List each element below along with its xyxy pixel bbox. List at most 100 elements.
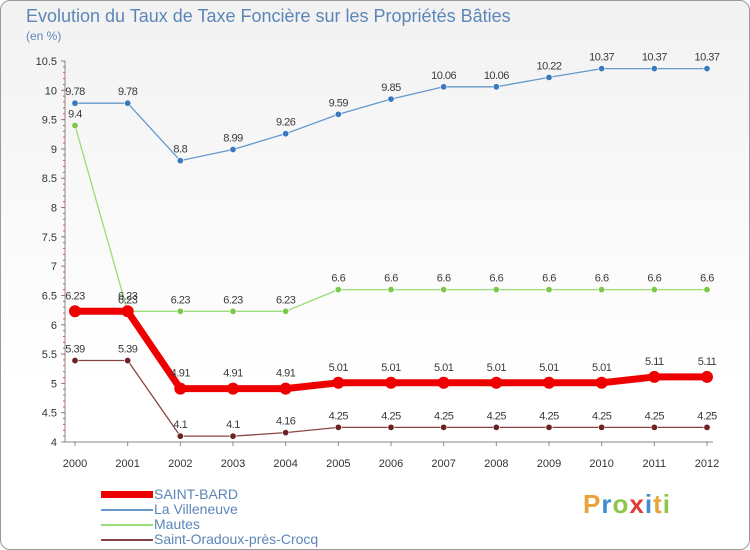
data-point	[703, 286, 711, 294]
data-point	[492, 83, 500, 91]
x-tick-label: 2007	[431, 458, 455, 470]
data-label: 5.01	[329, 362, 349, 374]
data-point	[387, 95, 395, 103]
data-point	[648, 370, 661, 383]
data-label: 5.01	[539, 362, 559, 374]
x-tick-label: 2001	[115, 458, 139, 470]
data-label: 5.11	[645, 356, 664, 368]
x-tick-label: 2000	[63, 458, 87, 470]
data-point	[71, 121, 79, 129]
data-label: 5.39	[118, 344, 138, 356]
data-label: 5.01	[381, 362, 401, 374]
data-point	[124, 99, 132, 107]
legend-label-saint-oradoux: Saint-Oradoux-près-Crocq	[154, 531, 319, 547]
x-tick-label: 2003	[221, 458, 245, 470]
data-label: 9.78	[118, 86, 138, 98]
data-label: 6.23	[276, 294, 296, 306]
logo-letter: t	[653, 489, 663, 519]
data-label: 4.25	[592, 410, 612, 422]
y-tick-label: 5.5	[42, 349, 57, 361]
data-point	[595, 376, 608, 389]
data-point	[545, 423, 553, 431]
data-point	[703, 65, 711, 73]
data-label: 4.25	[487, 410, 507, 422]
data-point	[492, 423, 500, 431]
legend-label-mautes: Mautes	[154, 516, 200, 532]
data-point	[279, 382, 292, 395]
legend-swatch-mautes	[101, 524, 153, 526]
data-point	[598, 423, 606, 431]
legend-swatch-saint-bard	[101, 491, 153, 498]
data-label: 10.22	[536, 60, 561, 72]
y-tick-label: 10.5	[36, 56, 57, 68]
data-label: 4.1	[173, 419, 187, 431]
y-tick-label: 5	[51, 378, 57, 390]
data-label: 9.85	[381, 82, 401, 94]
data-point	[650, 286, 658, 294]
proxiti-logo: Proxiti	[583, 489, 671, 520]
chart-title: Evolution du Taux de Taxe Foncière sur l…	[26, 6, 511, 26]
data-point	[334, 286, 342, 294]
data-label: 9.4	[68, 108, 82, 120]
data-label: 5.11	[698, 356, 717, 368]
x-tick-label: 2005	[326, 458, 350, 470]
data-point	[543, 376, 555, 389]
data-point	[282, 307, 290, 315]
data-point	[229, 432, 237, 440]
data-point	[229, 307, 237, 315]
data-point	[437, 376, 450, 389]
data-label: 5.01	[434, 362, 454, 374]
y-tick-label: 4.5	[42, 408, 57, 420]
data-point	[282, 130, 290, 138]
y-tick-label: 6.5	[42, 290, 57, 302]
logo-letter: i	[644, 489, 654, 519]
data-label: 4.25	[381, 410, 401, 422]
data-point	[124, 357, 132, 365]
legend-label-la-villeneuve: La Villeneuve	[154, 501, 238, 517]
data-label: 4.25	[539, 410, 559, 422]
y-tick-label: 9.5	[42, 115, 57, 127]
data-label: 4.25	[697, 410, 717, 422]
data-label: 9.78	[65, 86, 85, 98]
data-point	[387, 423, 395, 431]
data-label: 6.23	[171, 294, 191, 306]
data-label: 4.25	[434, 410, 454, 422]
y-tick-label: 10	[45, 85, 57, 97]
data-point	[545, 73, 553, 81]
data-point	[176, 432, 184, 440]
data-label: 8.8	[173, 144, 187, 156]
data-label: 9.59	[329, 97, 349, 109]
data-point	[176, 157, 184, 165]
data-label: 6.23	[65, 290, 85, 302]
data-point	[121, 305, 134, 318]
data-point	[69, 305, 81, 318]
data-point	[176, 307, 184, 315]
y-tick-label: 9	[51, 144, 57, 156]
data-point	[71, 357, 79, 365]
y-tick-label: 8	[51, 203, 57, 215]
y-tick-label: 6	[51, 320, 57, 332]
data-point	[492, 286, 500, 294]
data-point	[332, 376, 345, 389]
data-label: 10.37	[589, 52, 614, 64]
data-point	[174, 382, 187, 395]
data-label: 4.91	[276, 368, 296, 380]
x-tick-label: 2009	[537, 458, 561, 470]
data-label: 6.6	[542, 273, 556, 285]
logo-letter: x	[629, 489, 645, 519]
x-tick-label: 2010	[589, 458, 613, 470]
data-point	[703, 423, 711, 431]
data-label: 6.6	[384, 273, 398, 285]
data-point	[545, 286, 553, 294]
data-label: 4.25	[645, 410, 665, 422]
data-label: 8.99	[223, 133, 243, 145]
data-point	[650, 65, 658, 73]
data-label: 6.6	[700, 273, 714, 285]
data-point	[334, 110, 342, 118]
data-point	[227, 382, 239, 395]
data-point	[598, 65, 606, 73]
x-tick-label: 2008	[484, 458, 508, 470]
data-label: 4.16	[276, 416, 296, 428]
data-label: 4.1	[226, 419, 240, 431]
